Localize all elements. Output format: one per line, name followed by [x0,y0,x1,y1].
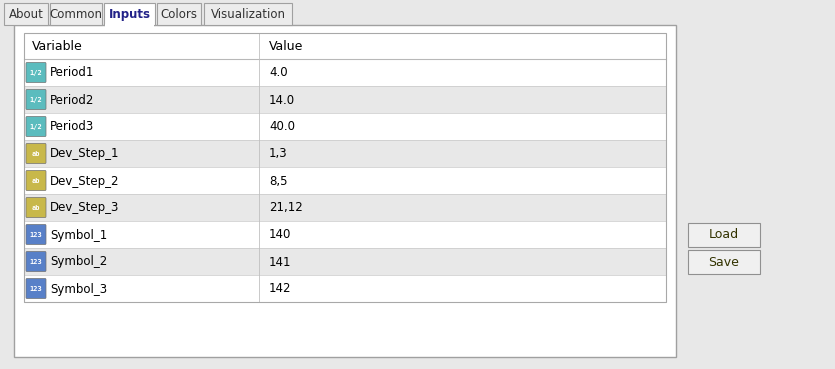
Text: 21,12: 21,12 [269,201,303,214]
Text: ab: ab [32,178,40,184]
Text: Dev_Step_2: Dev_Step_2 [50,175,119,187]
FancyBboxPatch shape [24,194,666,221]
Text: Variable: Variable [32,40,83,53]
FancyBboxPatch shape [26,224,46,245]
Text: 8,5: 8,5 [269,175,287,187]
Text: Visualization: Visualization [210,8,286,21]
FancyBboxPatch shape [26,144,46,163]
Text: Inputs: Inputs [109,8,150,21]
FancyBboxPatch shape [14,25,676,357]
Text: Colors: Colors [160,8,198,21]
FancyBboxPatch shape [26,90,46,110]
FancyBboxPatch shape [24,59,666,86]
Text: Symbol_2: Symbol_2 [50,255,107,269]
FancyBboxPatch shape [157,3,201,25]
FancyBboxPatch shape [26,62,46,83]
Text: 40.0: 40.0 [269,121,295,134]
Text: About: About [8,8,43,21]
Text: Save: Save [709,255,740,269]
FancyBboxPatch shape [688,223,760,246]
FancyBboxPatch shape [4,3,48,25]
FancyBboxPatch shape [50,3,102,25]
Text: ab: ab [32,205,40,211]
Text: Symbol_3: Symbol_3 [50,283,107,296]
FancyBboxPatch shape [26,279,46,299]
FancyBboxPatch shape [24,86,666,113]
Text: 1,3: 1,3 [269,148,287,161]
Text: Period3: Period3 [50,121,94,134]
FancyBboxPatch shape [24,221,666,248]
Text: ab: ab [32,151,40,157]
Text: Common: Common [49,8,103,21]
FancyBboxPatch shape [26,197,46,217]
FancyBboxPatch shape [24,167,666,194]
Text: 123: 123 [29,286,43,292]
Text: 1/2: 1/2 [29,97,43,103]
Text: 1/2: 1/2 [29,70,43,76]
FancyBboxPatch shape [24,33,666,59]
FancyBboxPatch shape [26,170,46,190]
FancyBboxPatch shape [688,249,760,273]
Text: Dev_Step_1: Dev_Step_1 [50,148,119,161]
FancyBboxPatch shape [24,140,666,167]
Text: Dev_Step_3: Dev_Step_3 [50,201,119,214]
FancyBboxPatch shape [24,275,666,302]
FancyBboxPatch shape [204,3,292,25]
Text: Period2: Period2 [50,93,94,107]
Text: 141: 141 [269,255,291,269]
Text: 123: 123 [29,232,43,238]
Text: 123: 123 [29,259,43,265]
Text: 140: 140 [269,228,291,241]
Text: 142: 142 [269,283,291,296]
Text: Value: Value [269,40,303,53]
Text: 4.0: 4.0 [269,66,287,79]
Text: 1/2: 1/2 [29,124,43,130]
FancyBboxPatch shape [104,3,155,25]
FancyBboxPatch shape [24,248,666,275]
Text: Load: Load [709,228,739,241]
FancyBboxPatch shape [24,113,666,140]
FancyBboxPatch shape [26,252,46,272]
Text: Symbol_1: Symbol_1 [50,228,107,241]
Text: Period1: Period1 [50,66,94,79]
FancyBboxPatch shape [26,117,46,137]
FancyBboxPatch shape [105,24,154,27]
Text: 14.0: 14.0 [269,93,295,107]
